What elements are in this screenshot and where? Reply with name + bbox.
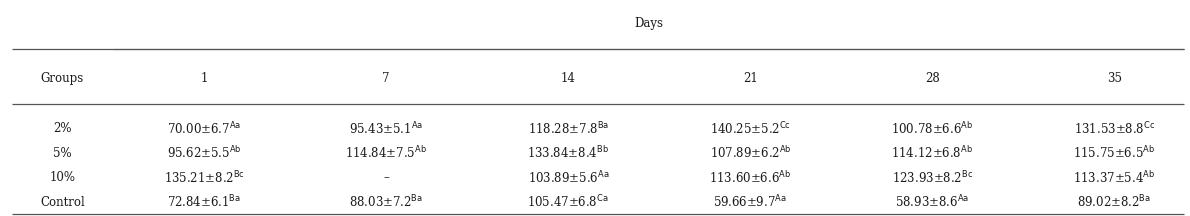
Text: 113.37±5.4$^{\mathrm{Ab}}$: 113.37±5.4$^{\mathrm{Ab}}$ — [1073, 170, 1155, 186]
Text: 88.03±7.2$^{\mathrm{Ba}}$: 88.03±7.2$^{\mathrm{Ba}}$ — [349, 194, 424, 211]
Text: 95.62±5.5$^{\mathrm{Ab}}$: 95.62±5.5$^{\mathrm{Ab}}$ — [167, 145, 242, 161]
Text: 140.25±5.2$^{\mathrm{Cc}}$: 140.25±5.2$^{\mathrm{Cc}}$ — [710, 120, 790, 137]
Text: 135.21±8.2$^{\mathrm{Bc}}$: 135.21±8.2$^{\mathrm{Bc}}$ — [164, 169, 244, 186]
Text: Days: Days — [634, 17, 663, 30]
Text: Control: Control — [40, 196, 84, 209]
Text: 105.47±6.8$^{\mathrm{Ca}}$: 105.47±6.8$^{\mathrm{Ca}}$ — [527, 194, 609, 211]
Text: 113.60±6.6$^{\mathrm{Ab}}$: 113.60±6.6$^{\mathrm{Ab}}$ — [709, 170, 791, 186]
Text: 103.89±5.6$^{\mathrm{Aa}}$: 103.89±5.6$^{\mathrm{Aa}}$ — [527, 169, 609, 186]
Text: 1: 1 — [200, 72, 208, 85]
Text: 123.93±8.2$^{\mathrm{Bc}}$: 123.93±8.2$^{\mathrm{Bc}}$ — [891, 169, 973, 186]
Text: –: – — [383, 171, 389, 184]
Text: Groups: Groups — [40, 72, 84, 85]
Text: 115.75±6.5$^{\mathrm{Ab}}$: 115.75±6.5$^{\mathrm{Ab}}$ — [1073, 145, 1155, 161]
Text: 59.66±9.7$^{\mathrm{Aa}}$: 59.66±9.7$^{\mathrm{Aa}}$ — [714, 194, 787, 211]
Text: 131.53±8.8$^{\mathrm{Cc}}$: 131.53±8.8$^{\mathrm{Cc}}$ — [1073, 120, 1155, 137]
Text: 100.78±6.6$^{\mathrm{Ab}}$: 100.78±6.6$^{\mathrm{Ab}}$ — [891, 121, 973, 137]
Text: 58.93±8.6$^{\mathrm{Aa}}$: 58.93±8.6$^{\mathrm{Aa}}$ — [895, 194, 970, 211]
Text: 70.00±6.7$^{\mathrm{Aa}}$: 70.00±6.7$^{\mathrm{Aa}}$ — [167, 120, 242, 137]
Text: 114.84±7.5$^{\mathrm{Ab}}$: 114.84±7.5$^{\mathrm{Ab}}$ — [345, 145, 427, 161]
Text: 35: 35 — [1107, 72, 1122, 85]
Text: 14: 14 — [560, 72, 576, 85]
Text: 10%: 10% — [50, 171, 75, 184]
Text: 133.84±8.4$^{\mathrm{Bb}}$: 133.84±8.4$^{\mathrm{Bb}}$ — [527, 145, 609, 161]
Text: 89.02±8.2$^{\mathrm{Ba}}$: 89.02±8.2$^{\mathrm{Ba}}$ — [1077, 194, 1152, 211]
Text: 95.43±5.1$^{\mathrm{Aa}}$: 95.43±5.1$^{\mathrm{Aa}}$ — [349, 120, 424, 137]
Text: 5%: 5% — [54, 147, 71, 160]
Text: 21: 21 — [743, 72, 758, 85]
Text: 7: 7 — [382, 72, 390, 85]
Text: 28: 28 — [925, 72, 940, 85]
Text: 2%: 2% — [54, 122, 71, 135]
Text: 107.89±6.2$^{\mathrm{Ab}}$: 107.89±6.2$^{\mathrm{Ab}}$ — [709, 145, 791, 161]
Text: 72.84±6.1$^{\mathrm{Ba}}$: 72.84±6.1$^{\mathrm{Ba}}$ — [167, 194, 242, 211]
Text: 114.12±6.8$^{\mathrm{Ab}}$: 114.12±6.8$^{\mathrm{Ab}}$ — [891, 145, 973, 161]
Text: 118.28±7.8$^{\mathrm{Ba}}$: 118.28±7.8$^{\mathrm{Ba}}$ — [527, 120, 609, 137]
